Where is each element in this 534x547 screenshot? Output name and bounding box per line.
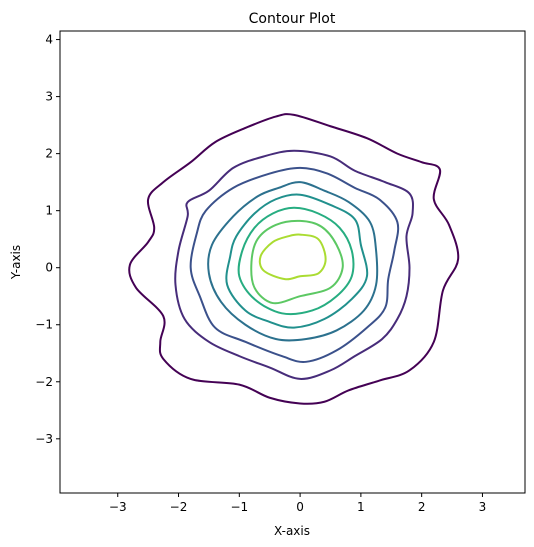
y-tick-label: 0 xyxy=(45,261,53,275)
x-axis-label: X-axis xyxy=(274,524,310,538)
x-tick-label: 1 xyxy=(357,500,365,514)
contour-level-2 xyxy=(174,149,415,380)
y-axis-ticks: −3 −2 −1 0 1 2 3 4 xyxy=(35,33,60,446)
x-tick-label: −2 xyxy=(170,500,188,514)
contour-level-4 xyxy=(207,181,379,342)
x-tick-label: 0 xyxy=(296,500,304,514)
y-tick-label: 4 xyxy=(45,33,53,47)
x-tick-label: 3 xyxy=(479,500,487,514)
contour-level-8 xyxy=(258,233,327,281)
y-tick-label: 2 xyxy=(45,147,53,161)
contour-lines xyxy=(128,113,460,405)
x-tick-label: 2 xyxy=(418,500,426,514)
contour-level-6 xyxy=(237,206,355,316)
x-tick-label: −3 xyxy=(109,500,127,514)
plot-area-frame xyxy=(59,30,526,494)
y-tick-label: 3 xyxy=(45,90,53,104)
chart-title: Contour Plot xyxy=(249,11,336,27)
contour-level-7 xyxy=(250,219,344,305)
x-tick-label: −1 xyxy=(230,500,248,514)
y-tick-label: −1 xyxy=(35,318,53,332)
x-axis-ticks: −3 −2 −1 0 1 2 3 xyxy=(109,493,486,514)
y-tick-label: −2 xyxy=(35,375,53,389)
y-axis-label: Y-axis xyxy=(9,245,23,280)
contour-level-1 xyxy=(128,113,460,405)
y-tick-label: −3 xyxy=(35,432,53,446)
contour-level-5 xyxy=(225,193,369,329)
y-tick-label: 1 xyxy=(45,204,53,218)
contour-level-3 xyxy=(189,166,400,363)
